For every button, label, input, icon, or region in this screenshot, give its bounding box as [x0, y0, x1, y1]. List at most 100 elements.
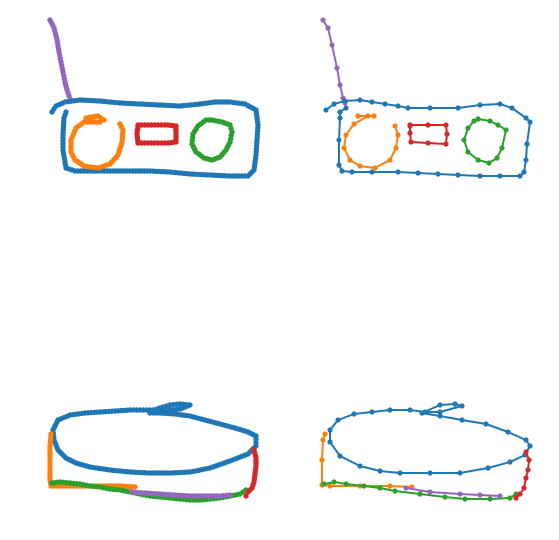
stroke-point-green: [465, 125, 471, 131]
stroke-point-blue: [395, 169, 401, 175]
stroke-point-green: [209, 117, 215, 123]
stroke-point-orange: [372, 165, 378, 171]
stroke-point-blue: [339, 168, 345, 174]
stroke-point-blue: [343, 105, 349, 111]
stroke-point-purple: [66, 93, 72, 99]
stroke-point-blue: [527, 119, 533, 125]
stroke-point-green: [503, 127, 509, 133]
stroke-point-blue: [497, 101, 503, 107]
stroke-point-blue: [477, 173, 483, 179]
stroke-point-green: [331, 479, 337, 485]
stroke-point-red: [513, 495, 519, 501]
stroke-point-orange: [327, 483, 333, 489]
stroke-point-green: [465, 149, 471, 155]
stroke-point-blue: [523, 437, 529, 443]
stroke-line-purple: [322, 19, 346, 104]
stroke-point-green: [462, 496, 468, 502]
stroke-point-green: [475, 157, 481, 163]
stroke-point-blue: [382, 101, 388, 107]
stroke-point-purple: [334, 65, 340, 71]
stroke-point-blue: [369, 409, 375, 415]
stroke-point-blue: [507, 459, 513, 465]
stroke-point-blue: [331, 101, 337, 107]
stroke-point-green: [377, 485, 383, 491]
stroke-point-blue: [459, 403, 465, 409]
stroke-point-red: [443, 141, 449, 147]
stroke-point-orange: [392, 123, 398, 129]
stroke-point-blue: [147, 410, 153, 416]
stroke-point-blue: [485, 465, 491, 471]
stroke-point-blue: [337, 453, 343, 459]
stroke-point-blue: [336, 137, 342, 143]
stroke-point-purple: [320, 17, 326, 23]
stroke-point-purple: [329, 42, 335, 48]
stroke-point-orange: [387, 157, 393, 163]
panel-top-left: [47, 17, 261, 179]
stroke-point-blue: [477, 102, 483, 108]
stroke-point-red: [444, 131, 450, 137]
stroke-point-red: [407, 123, 413, 129]
stroke-point-red: [523, 475, 529, 481]
stroke-point-blue: [437, 413, 443, 419]
stroke-point-orange: [341, 145, 347, 151]
stroke-point-green: [343, 481, 349, 487]
stroke-point-green: [487, 496, 493, 502]
stroke-point-orange: [357, 163, 363, 169]
stroke-line-orange: [321, 433, 413, 488]
stroke-point-blue: [369, 169, 375, 175]
stroke-point-blue: [452, 401, 458, 407]
stroke-point-green: [392, 488, 398, 494]
stroke-point-red: [243, 493, 249, 499]
stroke-point-blue: [509, 105, 515, 111]
stroke-point-blue: [349, 169, 355, 175]
stroke-point-purple: [427, 489, 433, 495]
stroke-point-red: [525, 467, 531, 473]
stroke-point-red: [517, 491, 523, 497]
stroke-point-green: [494, 155, 500, 161]
stroke-point-blue: [337, 109, 343, 115]
stroke-point-orange: [387, 483, 393, 489]
stroke-point-purple: [227, 492, 233, 498]
stroke-point-blue: [377, 468, 383, 474]
stroke-point-blue: [523, 157, 529, 163]
stroke-point-orange: [347, 157, 353, 163]
stroke-point-blue: [351, 411, 357, 417]
stroke-point-orange: [365, 113, 371, 119]
stroke-point-orange: [395, 132, 401, 138]
stroke-point-green: [499, 145, 505, 151]
stroke-point-orange: [320, 437, 326, 443]
stroke-point-red: [135, 123, 141, 129]
stroke-point-blue: [427, 470, 433, 476]
stroke-point-red: [425, 140, 431, 146]
stroke-point-blue: [342, 98, 348, 104]
stroke-point-blue: [405, 105, 411, 111]
stroke-point-blue: [419, 410, 425, 416]
stroke-point-blue: [437, 409, 443, 415]
stroke-point-blue: [521, 169, 527, 175]
panel-bottom-left: [47, 401, 259, 503]
stroke-point-orange: [343, 132, 349, 138]
stroke-point-blue: [455, 105, 461, 111]
stroke-point-green: [471, 118, 477, 124]
stroke-point-orange: [393, 145, 399, 151]
stroke-point-red: [407, 130, 413, 136]
stroke-point-blue: [336, 162, 342, 168]
stroke-point-red: [425, 122, 431, 128]
stroke-point-orange: [319, 457, 325, 463]
stroke-point-green: [487, 118, 493, 124]
stroke-point-blue: [395, 103, 401, 109]
stroke-point-blue: [407, 407, 413, 413]
stroke-point-orange: [132, 484, 138, 490]
stroke-point-orange: [355, 113, 361, 119]
stroke-point-blue: [63, 109, 69, 115]
stroke-point-blue: [437, 402, 443, 408]
stroke-point-blue: [357, 97, 363, 103]
stroke-point-orange: [101, 117, 107, 123]
stroke-point-blue: [435, 171, 441, 177]
stroke-point-red: [523, 449, 529, 455]
stroke-point-red: [408, 139, 414, 145]
stroke-point-green: [495, 122, 501, 128]
stroke-point-red: [526, 457, 532, 463]
stroke-point-purple: [325, 25, 331, 31]
